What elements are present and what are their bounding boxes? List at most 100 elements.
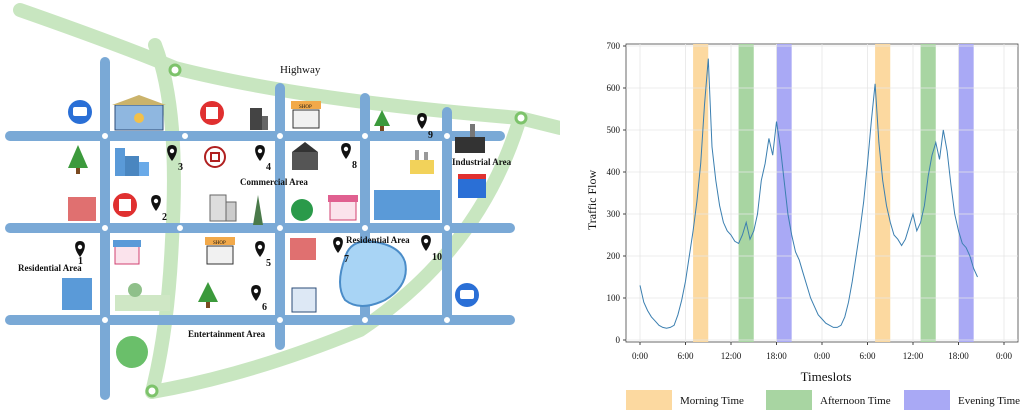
y-tick-labels: 0 100 200 300 400 500 600 700 bbox=[607, 41, 626, 345]
location-marker-icon: 2 bbox=[151, 195, 167, 223]
x-tick-label: 18:00 bbox=[948, 351, 969, 361]
x-tick-label: 6:00 bbox=[859, 351, 876, 361]
location-marker-icon: 6 bbox=[251, 285, 267, 313]
y-tick-label: 0 bbox=[616, 335, 621, 345]
location-marker-icon: 8 bbox=[341, 143, 357, 171]
intersections bbox=[100, 131, 452, 325]
grid-lines bbox=[626, 44, 1018, 342]
school-icon bbox=[112, 95, 166, 131]
area-label-commercial: Commercial Area bbox=[240, 177, 308, 187]
city-map: SHOP SHOP 1 2 3 4 5 6 7 8 9 10 Highway Commercial… bbox=[5, 3, 560, 400]
time-band-1 bbox=[920, 44, 936, 342]
bus-stop-icon bbox=[68, 100, 92, 124]
location-marker-number: 7 bbox=[344, 254, 349, 265]
location-marker-icon: 4 bbox=[255, 145, 271, 173]
hospital-icon bbox=[200, 101, 224, 125]
location-marker-icon: 1 bbox=[75, 241, 85, 267]
legend-swatch bbox=[626, 390, 672, 410]
x-tick-label: 0:00 bbox=[996, 351, 1013, 361]
x-tick-labels: 0:00 6:00 12:00 18:00 0:00 6:00 12:00 18:00 0:00 bbox=[632, 342, 1013, 361]
shop-icon bbox=[205, 237, 235, 265]
shop-sign: SHOP bbox=[299, 105, 312, 110]
y-axis-label: Traffic Flow bbox=[585, 169, 599, 230]
legend: Morning Time Afternoon Time Evening Time bbox=[626, 390, 1020, 410]
x-tick-label: 18:00 bbox=[766, 351, 787, 361]
location-marker-number: 2 bbox=[162, 212, 167, 223]
x-tick-label: 12:00 bbox=[721, 351, 742, 361]
tree-icon bbox=[374, 110, 390, 131]
location-marker-number: 5 bbox=[266, 258, 271, 269]
location-marker-icon: 3 bbox=[167, 145, 183, 173]
legend-label: Evening Time bbox=[958, 395, 1020, 407]
church-icon bbox=[292, 142, 318, 170]
area-label-entertainment: Entertainment Area bbox=[188, 329, 266, 339]
x-tick-label: 0:00 bbox=[632, 351, 649, 361]
office-icon bbox=[209, 194, 237, 222]
area-label-residential: Residential Area bbox=[346, 235, 410, 245]
shop-icon bbox=[291, 101, 321, 129]
area-label-industrial: Industrial Area bbox=[452, 157, 512, 167]
hospital-icon bbox=[113, 193, 137, 217]
location-markers: 1 2 3 4 5 6 7 8 9 10 bbox=[75, 113, 442, 313]
x-tick-label: 6:00 bbox=[677, 351, 694, 361]
y-tick-label: 400 bbox=[607, 167, 621, 177]
time-band-0 bbox=[693, 44, 709, 342]
location-marker-number: 3 bbox=[178, 162, 183, 173]
highway-road-west bbox=[145, 38, 181, 399]
factory-icon bbox=[410, 150, 434, 174]
location-marker-icon: 10 bbox=[421, 235, 442, 263]
legend-label: Morning Time bbox=[680, 395, 744, 407]
highway-road bbox=[13, 3, 560, 135]
y-tick-label: 500 bbox=[607, 125, 621, 135]
apartment-icon bbox=[290, 238, 316, 260]
y-tick-label: 600 bbox=[607, 83, 621, 93]
bus-stop-icon bbox=[455, 283, 479, 307]
office-icon bbox=[250, 108, 268, 130]
time-band-2 bbox=[958, 44, 974, 342]
location-marker-number: 6 bbox=[262, 302, 267, 313]
x-tick-label: 12:00 bbox=[903, 351, 924, 361]
time-band-0 bbox=[875, 44, 891, 342]
shop-icon bbox=[328, 195, 358, 221]
bank-icon bbox=[291, 199, 313, 221]
traffic-flow-chart: 0 100 200 300 400 500 600 700 0:00 6:00 12:00 18:0… bbox=[585, 41, 1020, 410]
time-bands bbox=[693, 44, 974, 342]
legend-swatch bbox=[766, 390, 812, 410]
legend-label: Afternoon Time bbox=[820, 395, 891, 407]
y-tick-label: 700 bbox=[607, 41, 621, 51]
park-icon bbox=[115, 283, 170, 311]
factory-icon bbox=[455, 124, 485, 153]
time-band-2 bbox=[776, 44, 792, 342]
apartment-icon bbox=[62, 278, 92, 310]
highway-nodes bbox=[145, 63, 528, 398]
location-marker-number: 4 bbox=[266, 162, 271, 173]
x-tick-label: 0:00 bbox=[814, 351, 831, 361]
shop-icon bbox=[113, 240, 141, 265]
time-band-1 bbox=[738, 44, 754, 342]
gas-station-icon bbox=[458, 174, 486, 198]
y-tick-label: 100 bbox=[607, 293, 621, 303]
legend-swatch bbox=[904, 390, 950, 410]
office-icon bbox=[291, 287, 317, 313]
highway-road-east bbox=[145, 111, 527, 399]
apartment-icon bbox=[115, 148, 149, 176]
location-marker-number: 8 bbox=[352, 160, 357, 171]
bank-icon bbox=[204, 146, 226, 168]
location-marker-number: 9 bbox=[428, 130, 433, 141]
shop-sign: SHOP bbox=[213, 241, 226, 246]
location-marker-icon: 7 bbox=[333, 237, 349, 265]
park-icon bbox=[116, 336, 148, 368]
apartment-icon bbox=[68, 197, 96, 221]
tree-icon bbox=[68, 145, 88, 174]
y-tick-label: 200 bbox=[607, 251, 621, 261]
traffic-flow-series-line bbox=[639, 58, 978, 329]
tree-icon bbox=[198, 282, 218, 308]
apartment-icon bbox=[374, 190, 440, 220]
location-marker-icon: 5 bbox=[255, 241, 271, 269]
lake-icon bbox=[339, 240, 407, 307]
location-marker-number: 10 bbox=[432, 252, 442, 263]
location-marker-icon: 9 bbox=[417, 113, 433, 141]
street-grid bbox=[5, 57, 515, 400]
area-label-residential: Residential Area bbox=[18, 263, 82, 273]
highway-label: Highway bbox=[280, 64, 321, 76]
